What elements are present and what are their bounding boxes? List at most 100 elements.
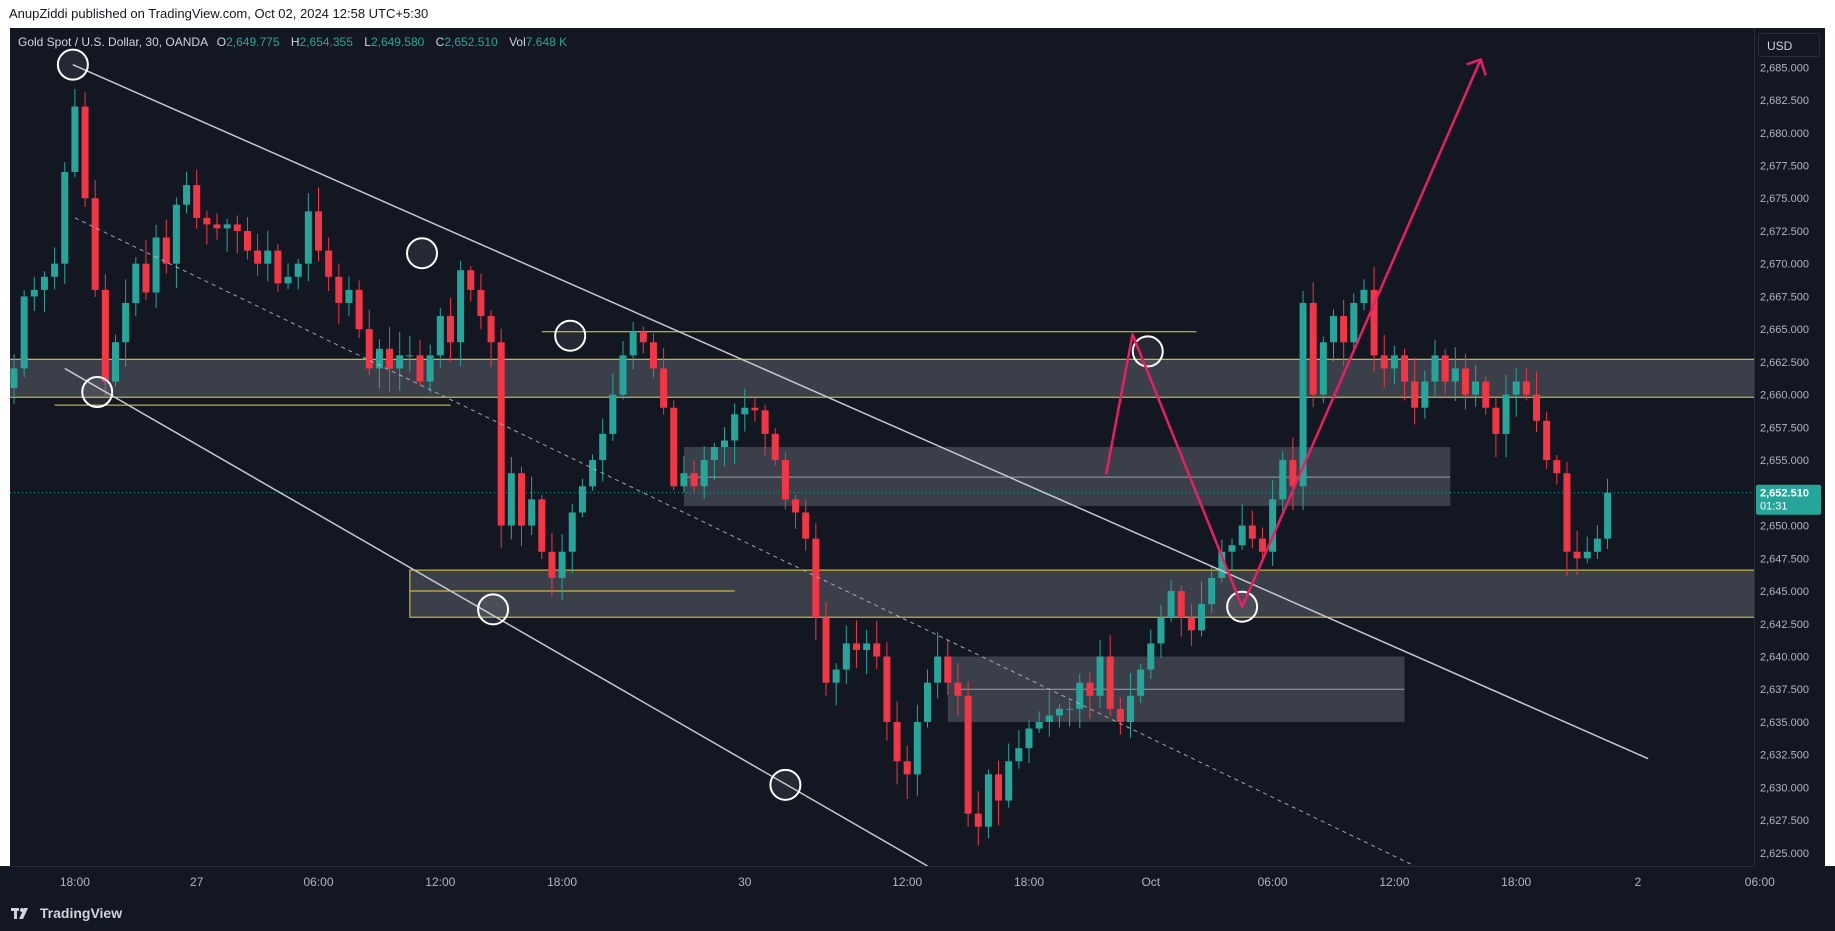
candle bbox=[132, 257, 140, 317]
candle-body bbox=[1015, 748, 1023, 762]
candle bbox=[548, 533, 556, 597]
candle bbox=[264, 230, 272, 282]
candle bbox=[304, 193, 312, 282]
candle bbox=[507, 456, 515, 540]
candle-body bbox=[1218, 551, 1226, 578]
candle bbox=[1066, 701, 1074, 727]
price-tick-label: 2,667.500 bbox=[1760, 291, 1809, 303]
candle bbox=[1198, 581, 1206, 637]
price-tick-label: 2,675.000 bbox=[1760, 193, 1809, 205]
candle bbox=[1543, 411, 1551, 470]
candle-body bbox=[294, 263, 302, 277]
candle-body bbox=[1583, 551, 1591, 559]
candle-body bbox=[863, 643, 871, 650]
open-label: O bbox=[216, 35, 227, 49]
candle-body bbox=[1299, 302, 1307, 487]
candle bbox=[1147, 629, 1155, 679]
price-tick-label: 2,640.000 bbox=[1760, 652, 1809, 664]
candle bbox=[172, 197, 180, 289]
candle-body bbox=[893, 721, 901, 762]
candle-body bbox=[721, 440, 728, 447]
candle-body bbox=[1573, 551, 1581, 559]
candle-body bbox=[568, 512, 576, 552]
candle-body bbox=[639, 331, 647, 343]
candle bbox=[1025, 720, 1033, 764]
price-tick-label: 2,635.000 bbox=[1760, 717, 1809, 729]
candle bbox=[162, 219, 170, 274]
price-tick-label: 2,657.500 bbox=[1760, 422, 1809, 434]
candle bbox=[1563, 461, 1571, 577]
candle-body bbox=[122, 302, 130, 343]
candle-body bbox=[670, 407, 678, 487]
last-price-value: 2,652.510 bbox=[1760, 488, 1809, 500]
candle bbox=[467, 266, 475, 302]
candle bbox=[944, 638, 952, 695]
candle bbox=[426, 344, 434, 393]
candle bbox=[1421, 370, 1429, 419]
candle bbox=[792, 494, 800, 529]
price-tick-label: 2,677.500 bbox=[1760, 160, 1809, 172]
candle bbox=[1248, 510, 1256, 549]
candle bbox=[1116, 697, 1124, 735]
price-axis[interactable] bbox=[1754, 28, 1825, 866]
candle-body bbox=[193, 185, 201, 218]
symbol-legend: Gold Spot / U.S. Dollar, 30, OANDA O2,64… bbox=[18, 34, 567, 50]
price-axis-ticks: 2,685.000 2,682.500 2,680.000 2,677.500 2,67… bbox=[1760, 62, 1809, 860]
candle-body bbox=[680, 473, 688, 487]
countdown-value: 01:31 bbox=[1760, 501, 1788, 513]
candle bbox=[1390, 345, 1398, 385]
candle bbox=[233, 215, 241, 254]
candle bbox=[1319, 336, 1327, 403]
price-tick-label: 2,647.500 bbox=[1760, 553, 1809, 565]
candle-body bbox=[822, 617, 830, 683]
currency-button[interactable]: USD bbox=[1758, 33, 1820, 57]
candle bbox=[761, 404, 769, 457]
candle-body bbox=[1340, 316, 1348, 343]
candle-body bbox=[1035, 721, 1043, 729]
candle-body bbox=[315, 211, 322, 251]
candle-body bbox=[731, 414, 739, 441]
candle bbox=[771, 428, 779, 466]
candle-body bbox=[1350, 302, 1358, 343]
candle bbox=[802, 499, 810, 551]
candle-body bbox=[1127, 695, 1134, 722]
candle-body bbox=[842, 643, 850, 670]
candle bbox=[1086, 672, 1094, 719]
candle-body bbox=[40, 276, 48, 290]
candle bbox=[1350, 293, 1358, 354]
candle bbox=[223, 218, 231, 252]
candle bbox=[1279, 451, 1287, 517]
time-tick-label: 06:00 bbox=[303, 875, 333, 889]
candle-body bbox=[1005, 761, 1013, 801]
candle bbox=[1461, 353, 1469, 410]
candle bbox=[680, 456, 688, 493]
candle-body bbox=[589, 460, 597, 487]
price-tick-label: 2,672.500 bbox=[1760, 226, 1809, 238]
time-tick-label: 18:00 bbox=[60, 875, 90, 889]
candle bbox=[1106, 635, 1114, 717]
candle bbox=[568, 503, 576, 574]
candle bbox=[741, 388, 749, 432]
candle-body bbox=[761, 410, 769, 434]
candle bbox=[203, 210, 211, 245]
candle-body bbox=[304, 211, 312, 264]
candle bbox=[122, 279, 130, 367]
candle bbox=[1137, 663, 1145, 704]
candle bbox=[142, 239, 150, 301]
candle-body bbox=[518, 473, 525, 526]
candle-body bbox=[1360, 289, 1368, 303]
candle-body bbox=[1533, 394, 1540, 421]
candle-body bbox=[538, 499, 546, 552]
candle-body bbox=[1411, 381, 1419, 408]
price-tick-label: 2,682.500 bbox=[1760, 95, 1809, 107]
candle-body bbox=[1563, 473, 1571, 552]
candle bbox=[1187, 603, 1195, 646]
touch-circle bbox=[769, 768, 802, 801]
candle bbox=[1005, 743, 1013, 808]
touch-circle bbox=[81, 376, 114, 409]
candle-body bbox=[1380, 355, 1388, 369]
time-tick-label: 12:00 bbox=[1379, 875, 1409, 889]
candle bbox=[71, 88, 79, 178]
